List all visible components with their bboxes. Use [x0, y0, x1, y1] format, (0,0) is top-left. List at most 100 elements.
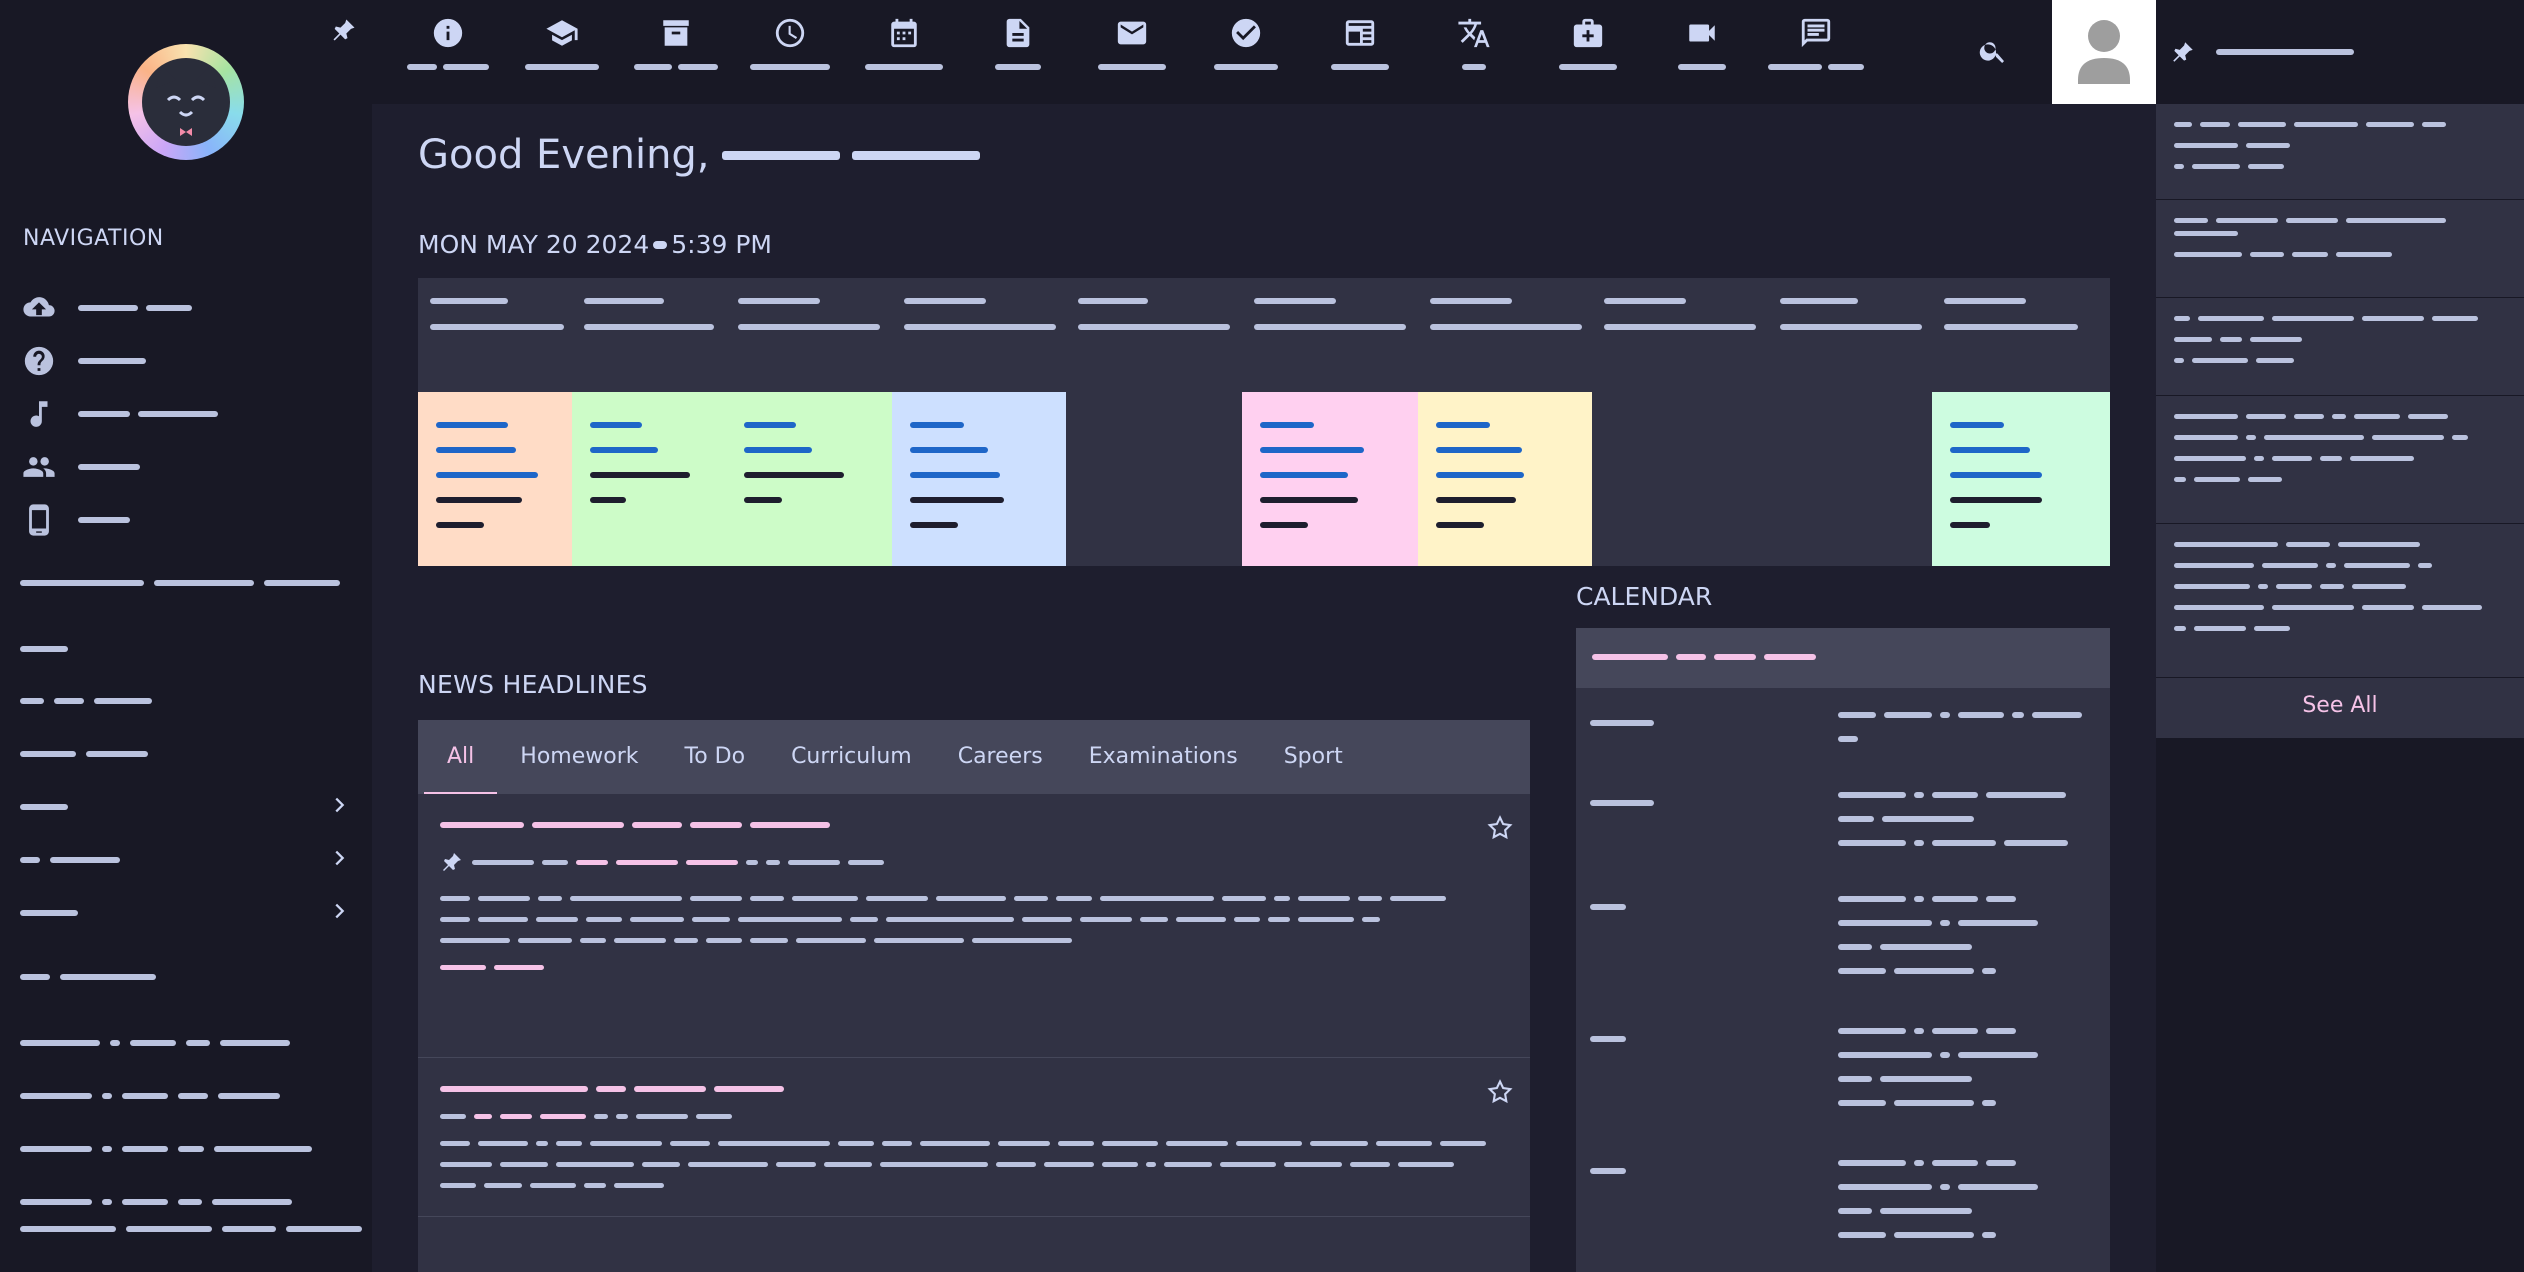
chevron-right-icon[interactable]	[328, 794, 350, 816]
sidebar-link[interactable]	[20, 580, 340, 586]
news-panel: All Homework To Do Curriculum Careers Ex…	[418, 720, 1530, 1272]
sidebar-expandable[interactable]	[20, 857, 120, 863]
user-avatar[interactable]	[2052, 0, 2156, 104]
timetable-lesson[interactable]	[1418, 392, 1592, 566]
pin-icon[interactable]	[2170, 39, 2196, 65]
sidebar-link[interactable]	[20, 1226, 362, 1232]
notification-item[interactable]	[2156, 298, 2524, 396]
notification-item[interactable]	[2156, 104, 2524, 200]
timetable-lesson[interactable]	[1242, 392, 1418, 566]
notification-item[interactable]	[2156, 200, 2524, 298]
see-all-button[interactable]: See All	[2156, 678, 2524, 738]
sidebar-link[interactable]	[20, 646, 68, 652]
chevron-right-icon[interactable]	[328, 847, 350, 869]
sidebar-link[interactable]	[20, 974, 156, 980]
timetable-period	[572, 278, 726, 566]
sidebar-item-upload[interactable]	[22, 290, 192, 326]
medical-bag-icon	[1573, 18, 1603, 48]
topnav-calendar[interactable]	[864, 16, 944, 86]
tab-todo[interactable]: To Do	[684, 744, 746, 769]
sidebar-link[interactable]	[20, 1040, 290, 1046]
notifications-title-redacted	[2216, 49, 2354, 55]
translate-icon	[1458, 18, 1490, 48]
greeting-text: Good Evening,	[418, 132, 710, 178]
sidebar-expandable[interactable]	[20, 804, 68, 810]
document-icon	[1006, 18, 1030, 48]
phone-icon	[29, 504, 49, 536]
timetable-period	[726, 278, 892, 566]
search-icon[interactable]	[1978, 36, 2008, 66]
time-text: 5:39 PM	[671, 230, 772, 259]
chevron-right-icon[interactable]	[328, 900, 350, 922]
pin-icon[interactable]	[330, 16, 358, 44]
tab-examinations[interactable]: Examinations	[1088, 744, 1238, 769]
topnav-info[interactable]	[407, 16, 489, 86]
timetable-period	[1418, 278, 1592, 566]
tab-curriculum[interactable]: Curriculum	[791, 744, 912, 769]
date-text: MON MAY 20 2024	[418, 230, 650, 259]
timetable-period	[1592, 278, 1768, 566]
topnav-messages[interactable]	[1768, 16, 1864, 86]
check-circle-icon	[1231, 18, 1261, 48]
pin-icon	[443, 853, 461, 871]
music-note-icon	[30, 401, 48, 427]
topnav-medical[interactable]	[1548, 16, 1628, 86]
sidebar-item-music[interactable]	[22, 396, 218, 432]
sidebar-link[interactable]	[20, 698, 152, 704]
timetable-period	[892, 278, 1066, 566]
calendar-panel	[1576, 628, 2110, 1272]
tab-careers[interactable]: Careers	[957, 744, 1043, 769]
timetable-lesson[interactable]	[726, 392, 892, 566]
tab-sport[interactable]: Sport	[1283, 744, 1343, 769]
topnav-clock[interactable]	[750, 16, 830, 86]
star-icon[interactable]	[1486, 814, 1514, 842]
calendar-title: CALENDAR	[1576, 582, 1713, 611]
timetable-period	[1066, 278, 1242, 566]
timetable-lesson[interactable]	[418, 392, 572, 566]
news-headlines-title: NEWS HEADLINES	[418, 670, 648, 699]
video-icon	[1689, 24, 1715, 42]
message-icon	[1801, 18, 1831, 48]
calendar-header	[1576, 628, 2110, 688]
notifications-panel: See All	[2156, 0, 2524, 1272]
star-icon[interactable]	[1486, 1078, 1514, 1106]
separator-dot	[653, 240, 668, 249]
topnav-tasks[interactable]	[1206, 16, 1286, 86]
news-article[interactable]	[418, 1058, 1530, 1217]
notification-item[interactable]	[2156, 396, 2524, 524]
topnav-mail[interactable]	[1092, 16, 1172, 86]
news-article[interactable]	[418, 794, 1530, 1058]
sidebar-link[interactable]	[20, 1093, 280, 1099]
tab-homework[interactable]: Homework	[520, 744, 639, 769]
help-icon	[24, 346, 54, 376]
sidebar-link[interactable]	[20, 1199, 292, 1205]
topnav-news[interactable]	[1320, 16, 1400, 86]
user-surname-redacted	[851, 150, 980, 160]
sidebar-item-help[interactable]	[22, 343, 146, 379]
timetable-period	[418, 278, 572, 566]
sidebar-item-phone[interactable]	[22, 502, 130, 538]
topnav-document[interactable]	[978, 16, 1058, 86]
tab-all[interactable]: All	[424, 720, 498, 794]
newspaper-icon	[1345, 20, 1375, 46]
topnav-school[interactable]	[522, 16, 602, 86]
left-sidebar: NAVIGATION	[0, 0, 372, 1272]
sidebar-link[interactable]	[20, 1146, 312, 1152]
topnav-video[interactable]	[1662, 16, 1742, 86]
timetable-period	[1768, 278, 1932, 566]
topnav-translate[interactable]	[1434, 16, 1514, 86]
notifications-header	[2156, 0, 2524, 104]
timetable-lesson[interactable]	[572, 392, 726, 566]
sidebar-expandable[interactable]	[20, 910, 78, 916]
timetable-lesson[interactable]	[1932, 392, 2110, 566]
notification-item[interactable]	[2156, 524, 2524, 678]
mail-icon	[1117, 21, 1147, 45]
timetable-lesson[interactable]	[892, 392, 1066, 566]
people-icon	[23, 457, 55, 477]
date-time: MON MAY 20 2024 5:39 PM	[418, 230, 772, 259]
topnav-archive[interactable]	[634, 16, 718, 86]
school-icon	[546, 20, 578, 46]
sidebar-item-people[interactable]	[22, 449, 140, 485]
calendar-icon	[891, 18, 917, 48]
sidebar-link[interactable]	[20, 751, 148, 757]
